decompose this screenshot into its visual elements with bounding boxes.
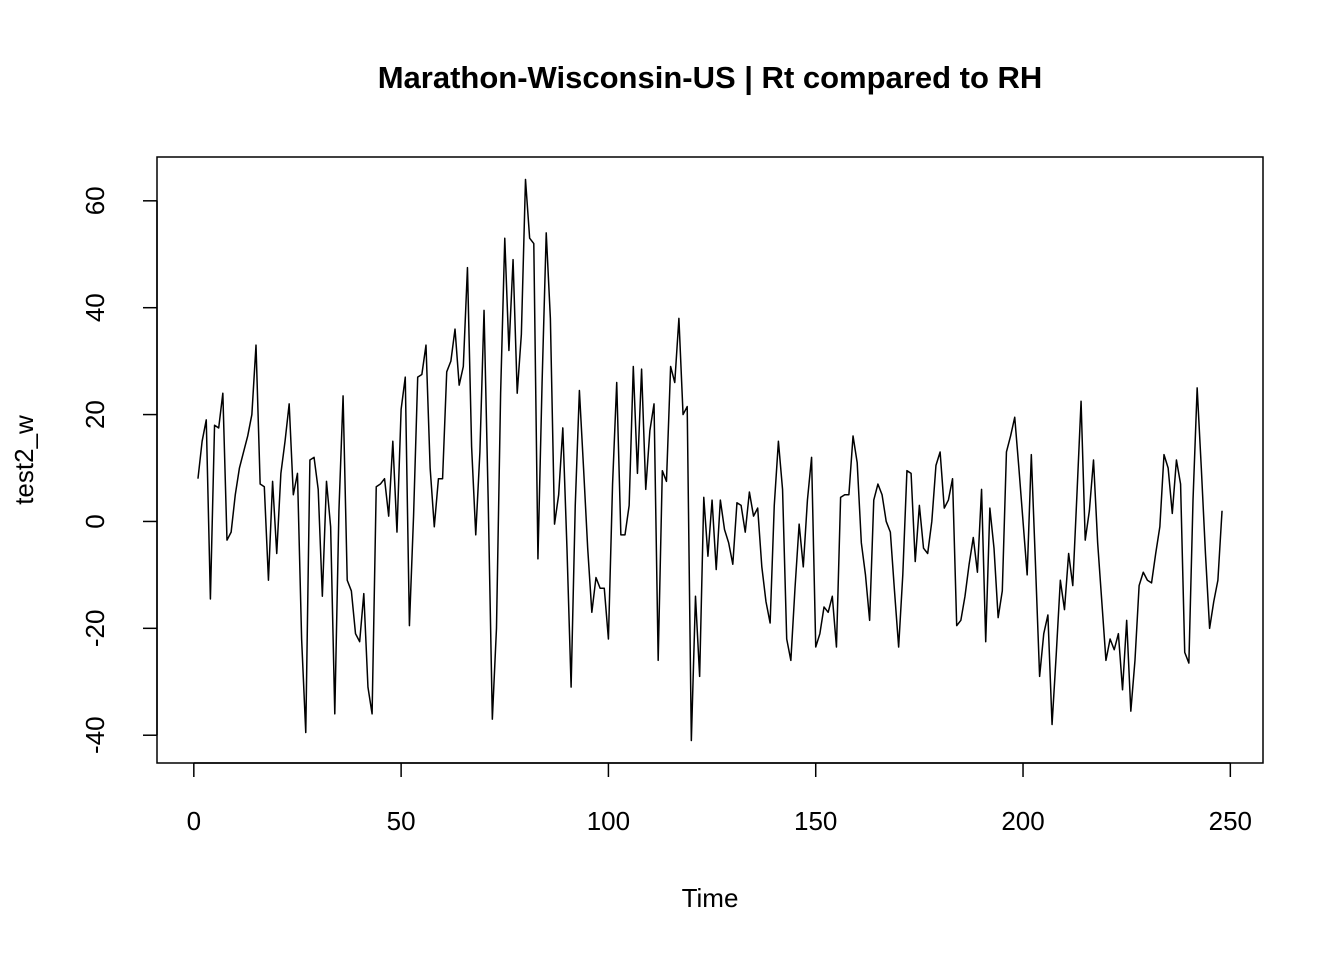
y-tick-label: -40	[80, 716, 110, 754]
x-tick-label: 100	[587, 806, 630, 836]
y-tick-label: -20	[80, 610, 110, 648]
chart-title: Marathon-Wisconsin-US | Rt compared to R…	[378, 60, 1043, 95]
series-line	[197, 178, 1223, 742]
plot-box	[156, 156, 1264, 764]
x-tick-label: 0	[187, 806, 201, 836]
x-tick-label: 250	[1209, 806, 1252, 836]
y-tick-label: 60	[80, 186, 110, 215]
y-axis-label: test2_w	[9, 415, 39, 505]
x-tick-label: 150	[794, 806, 837, 836]
y-tick-label: 20	[80, 400, 110, 429]
x-axis-label: Time	[682, 883, 739, 913]
x-tick-label: 50	[387, 806, 416, 836]
x-tick-label: 200	[1001, 806, 1044, 836]
y-tick-label: 0	[80, 514, 110, 528]
y-tick-label: 40	[80, 293, 110, 322]
